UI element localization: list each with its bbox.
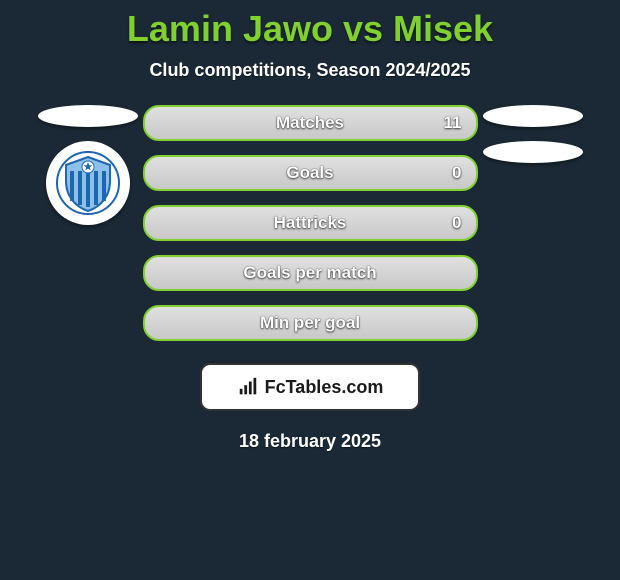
- stat-row: Min per goal: [143, 305, 478, 341]
- comparison-card: Lamin Jawo vs Misek Club competitions, S…: [0, 0, 620, 580]
- right-player-column: [478, 105, 588, 163]
- right-club-logo-placeholder: [483, 141, 583, 163]
- date-text: 18 february 2025: [0, 431, 620, 452]
- bar-chart-icon: [237, 376, 259, 398]
- stat-value-right: 0: [452, 213, 461, 233]
- club-shield-icon: [56, 151, 120, 215]
- stat-label: Matches: [276, 113, 344, 133]
- stat-row: Goals per match: [143, 255, 478, 291]
- left-player-column: [33, 105, 143, 225]
- stat-value-right: 0: [452, 163, 461, 183]
- left-player-photo-placeholder: [38, 105, 138, 127]
- stat-label: Min per goal: [260, 313, 360, 333]
- main-row: Matches 11 Goals 0 Hattricks 0 Goals per match…: [0, 105, 620, 341]
- stat-value-right: 11: [444, 113, 462, 133]
- right-player-photo-placeholder: [483, 105, 583, 127]
- stat-label: Goals: [286, 163, 333, 183]
- subtitle: Club competitions, Season 2024/2025: [0, 60, 620, 81]
- left-club-logo: [46, 141, 130, 225]
- page-title: Lamin Jawo vs Misek: [0, 0, 620, 50]
- stat-row: Hattricks 0: [143, 205, 478, 241]
- attribution-badge[interactable]: FcTables.com: [200, 363, 420, 411]
- attribution-text: FcTables.com: [265, 377, 384, 398]
- stat-row: Matches 11: [143, 105, 478, 141]
- stat-row: Goals 0: [143, 155, 478, 191]
- stats-column: Matches 11 Goals 0 Hattricks 0 Goals per match…: [143, 105, 478, 341]
- stat-label: Hattricks: [274, 213, 347, 233]
- stat-label: Goals per match: [243, 263, 376, 283]
